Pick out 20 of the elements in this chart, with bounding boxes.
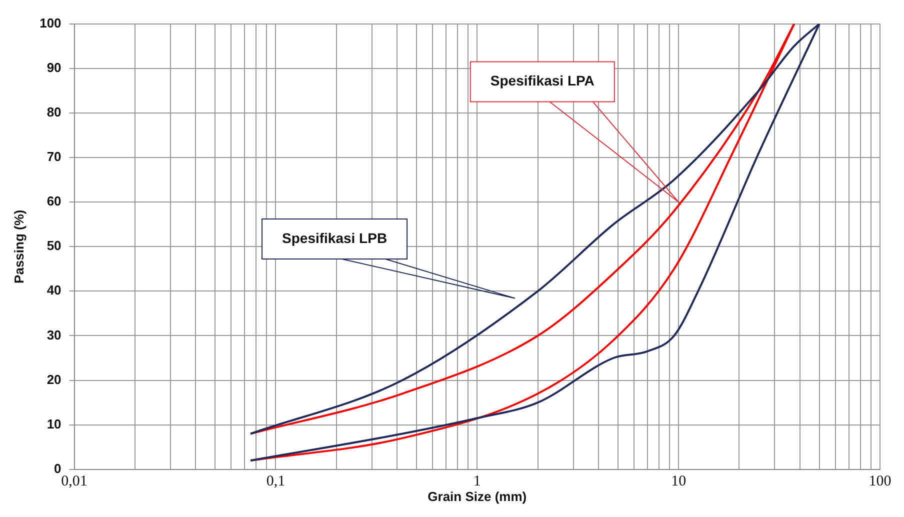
y-tick-label: 30 bbox=[46, 327, 62, 342]
y-tick-label: 70 bbox=[46, 149, 62, 164]
y-tick-label: 10 bbox=[46, 416, 62, 432]
annotation: Spesifikasi LPB bbox=[282, 230, 388, 246]
y-tick-label: 50 bbox=[46, 238, 62, 254]
x-axis-title: Grain Size (mm) bbox=[428, 488, 527, 504]
x-tick-label: 0,01 bbox=[61, 473, 88, 490]
y-tick-label: 40 bbox=[46, 282, 62, 298]
y-tick-label: 60 bbox=[46, 194, 62, 209]
y-tick-label: 90 bbox=[46, 60, 62, 75]
annotation: Spesifikasi LPA bbox=[490, 72, 594, 89]
y-tick-label: 0 bbox=[54, 460, 62, 476]
x-tick-label: 1 bbox=[473, 473, 481, 490]
y-tick-label: 100 bbox=[40, 15, 62, 30]
y-tick-label: 80 bbox=[46, 104, 62, 120]
x-tick-label: 100 bbox=[868, 473, 892, 490]
y-tick-label: 20 bbox=[46, 372, 62, 387]
x-tick-label: 0,1 bbox=[266, 473, 286, 490]
y-axis-title: Passing (%) bbox=[11, 210, 26, 284]
x-tick-label: 10 bbox=[671, 473, 686, 490]
